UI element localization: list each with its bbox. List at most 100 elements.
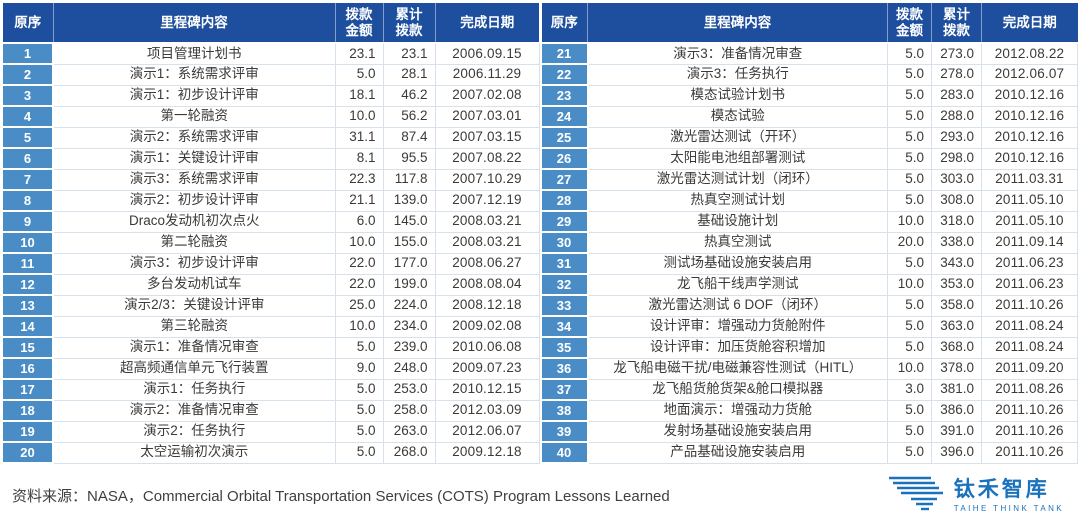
milestone-date: 2008.06.27 [434, 252, 540, 275]
milestone-index: 27 [541, 168, 589, 191]
milestone-cumulative: 145.0 [382, 210, 436, 233]
milestone-amount: 5.0 [334, 336, 384, 359]
milestone-date: 2011.08.26 [981, 378, 1078, 401]
table-row: 3 演示1：初步设计评审 18.1 46.2 2007.02.08 [3, 84, 540, 107]
milestone-cumulative: 318.0 [931, 210, 982, 233]
milestone-date: 2010.12.16 [981, 84, 1078, 107]
milestone-content: 演示1：初步设计评审 [52, 84, 336, 107]
milestone-amount: 10.0 [887, 210, 932, 233]
milestone-date: 2011.09.20 [981, 357, 1078, 380]
milestone-content: 模态试验 [587, 105, 888, 128]
milestone-content: 第二轮融资 [52, 231, 336, 254]
table-row: 19 演示2：任务执行 5.0 263.0 2012.06.07 [3, 420, 540, 443]
table-row: 14 第三轮融资 10.0 234.0 2009.02.08 [3, 315, 540, 338]
milestone-content: 演示2：准备情况审查 [52, 399, 336, 422]
table-row: 5 演示2：系统需求评审 31.1 87.4 2007.03.15 [3, 126, 540, 149]
left-table-body: 1 项目管理计划书 23.1 23.1 2006.09.15 2 演示1：系统需求评审 5.0… [3, 42, 540, 464]
table-row: 20 太空运输初次演示 5.0 268.0 2009.12.18 [3, 441, 540, 464]
milestone-index: 1 [3, 42, 54, 65]
table-row: 18 演示2：准备情况审查 5.0 258.0 2012.03.09 [3, 399, 540, 422]
logo-en: TAIHE THINK TANK [953, 503, 1064, 513]
milestone-index: 8 [3, 189, 54, 212]
milestone-cumulative: 268.0 [382, 441, 436, 464]
milestone-content: 测试场基础设施安装启用 [587, 252, 888, 275]
milestone-cumulative: 283.0 [931, 84, 982, 107]
milestone-date: 2012.03.09 [434, 399, 540, 422]
milestone-amount: 5.0 [887, 294, 932, 317]
milestone-date: 2011.08.24 [981, 336, 1078, 359]
milestone-cumulative: 386.0 [931, 399, 982, 422]
milestone-date: 2007.10.29 [434, 168, 540, 191]
milestone-index: 9 [3, 210, 54, 233]
milestone-amount: 3.0 [887, 378, 932, 401]
milestone-amount: 5.0 [887, 399, 932, 422]
table-row: 1 项目管理计划书 23.1 23.1 2006.09.15 [3, 42, 540, 65]
milestone-index: 5 [3, 126, 54, 149]
milestone-amount: 21.1 [334, 189, 384, 212]
milestone-cumulative: 303.0 [931, 168, 982, 191]
milestone-cumulative: 239.0 [382, 336, 436, 359]
milestone-content: 演示1：关键设计评审 [52, 147, 336, 170]
header-amount: 拨款 金额 [887, 3, 932, 43]
logo-cn: 钛禾智库 [953, 478, 1050, 502]
milestone-index: 23 [541, 84, 589, 107]
milestone-index: 13 [3, 294, 54, 317]
table-row: 12 多台发动机试车 22.0 199.0 2008.08.04 [3, 273, 540, 296]
milestone-content: 演示3：任务执行 [587, 63, 888, 86]
milestone-amount: 22.3 [334, 168, 384, 191]
milestone-index: 6 [3, 147, 54, 170]
milestone-content: 发射场基础设施安装启用 [587, 420, 888, 443]
milestone-amount: 10.0 [334, 231, 384, 254]
milestone-cumulative: 378.0 [931, 357, 982, 380]
milestone-cumulative: 288.0 [931, 105, 982, 128]
milestone-content: 基础设施计划 [587, 210, 888, 233]
milestone-index: 11 [3, 252, 54, 275]
footer: 资料来源：NASA，Commercial Orbital Transportat… [0, 464, 1080, 518]
header-cumulative: 累计 拨款 [931, 3, 982, 43]
milestone-cumulative: 308.0 [931, 189, 982, 212]
table-row: 7 演示3：系统需求评审 22.3 117.8 2007.10.29 [3, 168, 540, 191]
milestone-date: 2011.06.23 [981, 273, 1078, 296]
milestone-cumulative: 23.1 [382, 42, 436, 65]
milestone-content: 演示3：初步设计评审 [52, 252, 336, 275]
milestone-cumulative: 368.0 [931, 336, 982, 359]
milestone-amount: 5.0 [887, 84, 932, 107]
taihe-logo-icon [887, 473, 945, 518]
milestone-content: 模态试验计划书 [587, 84, 888, 107]
table-row: 15 演示1：准备情况审查 5.0 239.0 2010.06.08 [3, 336, 540, 359]
milestone-index: 33 [541, 294, 589, 317]
milestone-amount: 5.0 [887, 168, 932, 191]
milestone-index: 35 [541, 336, 589, 359]
milestone-cumulative: 95.5 [382, 147, 436, 170]
milestone-amount: 18.1 [334, 84, 384, 107]
milestone-amount: 5.0 [887, 420, 932, 443]
milestone-cumulative: 177.0 [382, 252, 436, 275]
table-row: 25 激光雷达测试（开环） 5.0 293.0 2010.12.16 [541, 126, 1078, 149]
milestone-table-right: 原序 里程碑内容 拨款 金额 累计 拨款 完成日期 21 演示3：准备情况审查 5.… [541, 3, 1078, 464]
milestone-amount: 9.0 [334, 357, 384, 380]
milestone-cumulative: 224.0 [382, 294, 436, 317]
table-row: 30 热真空测试 20.0 338.0 2011.09.14 [541, 231, 1078, 254]
milestone-index: 29 [541, 210, 589, 233]
milestone-content: 第一轮融资 [52, 105, 336, 128]
milestone-date: 2009.02.08 [434, 315, 540, 338]
milestone-content: 龙飞船干线声学测试 [587, 273, 888, 296]
table-header-row: 原序 里程碑内容 拨款 金额 累计 拨款 完成日期 [3, 3, 539, 43]
table-row: 34 设计评审：增强动力货舱附件 5.0 363.0 2011.08.24 [541, 315, 1078, 338]
milestone-date: 2012.06.07 [981, 63, 1078, 86]
milestone-date: 2007.02.08 [434, 84, 540, 107]
milestone-amount: 5.0 [887, 63, 932, 86]
table-row: 29 基础设施计划 10.0 318.0 2011.05.10 [541, 210, 1078, 233]
milestone-amount: 8.1 [334, 147, 384, 170]
milestone-index: 38 [541, 399, 589, 422]
milestone-cumulative: 253.0 [382, 378, 436, 401]
milestone-content: 地面演示：增强动力货舱 [587, 399, 888, 422]
milestone-amount: 5.0 [887, 105, 932, 128]
milestone-content: 演示2：系统需求评审 [52, 126, 336, 149]
milestone-amount: 5.0 [887, 252, 932, 275]
milestone-amount: 10.0 [334, 315, 384, 338]
table-row: 27 激光雷达测试计划（闭环） 5.0 303.0 2011.03.31 [541, 168, 1078, 191]
milestone-index: 21 [541, 42, 589, 65]
milestone-date: 2011.05.10 [981, 189, 1078, 212]
milestone-date: 2007.08.22 [434, 147, 540, 170]
